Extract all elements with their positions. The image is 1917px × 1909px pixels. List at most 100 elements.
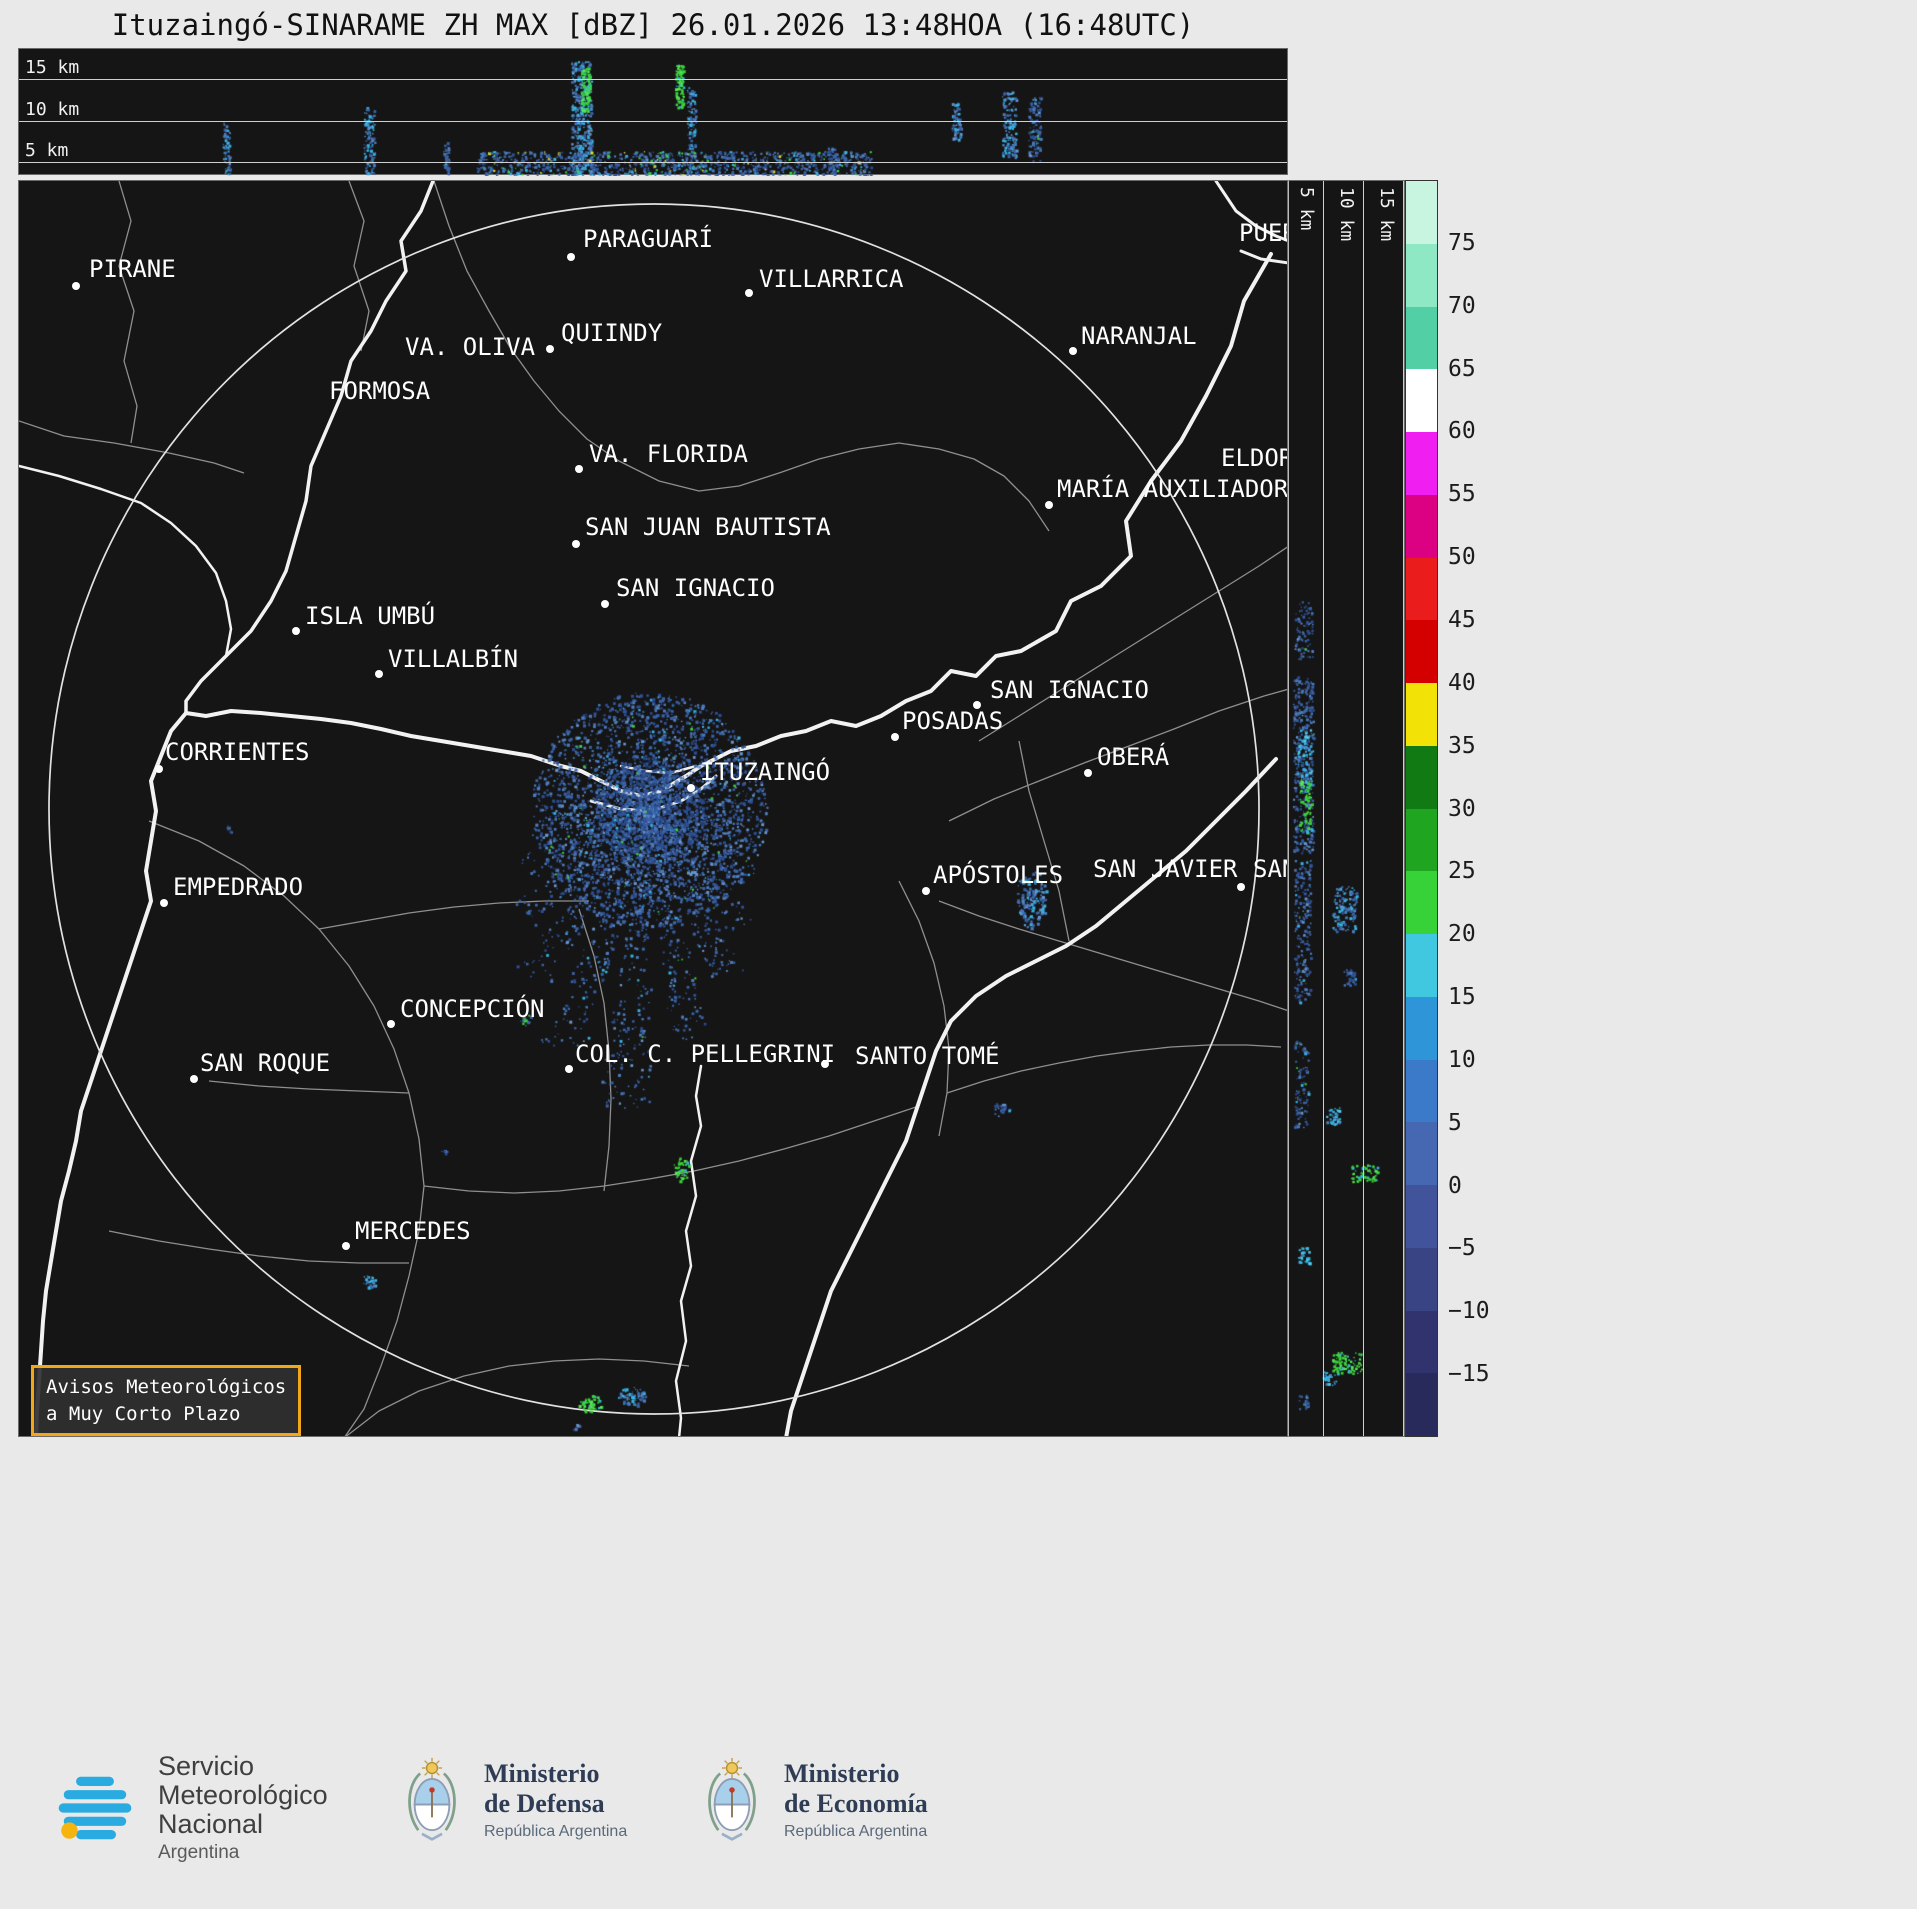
cross-section-right-echoes bbox=[1289, 181, 1406, 1438]
city-marker bbox=[567, 253, 575, 261]
warning-notice-box: Avisos Meteorológicos a Muy Corto Plazo bbox=[31, 1365, 302, 1436]
city-marker bbox=[160, 899, 168, 907]
city-marker bbox=[922, 887, 930, 895]
height-label-10km: 10 km bbox=[25, 99, 80, 120]
city-marker bbox=[973, 701, 981, 709]
height-line-5km-v bbox=[1323, 181, 1324, 1436]
height-label-5km-v: 5 km bbox=[1296, 187, 1317, 231]
city-label: ISLA UMBÚ bbox=[305, 602, 436, 630]
smn-line-3: Nacional bbox=[158, 1809, 264, 1840]
city-label: SAN IGNACIO bbox=[616, 574, 775, 602]
city-marker bbox=[546, 345, 554, 353]
city-marker bbox=[572, 540, 580, 548]
colorbar-segment bbox=[1406, 996, 1437, 1060]
city-label: ITUZAINGÓ bbox=[700, 758, 831, 786]
colorbar-segment bbox=[1406, 181, 1437, 244]
city-label: MARÍA AUXILIADORA bbox=[1057, 475, 1288, 503]
cross-section-top-echoes bbox=[19, 49, 1289, 176]
city-marker bbox=[821, 1060, 829, 1068]
city-label: EMPEDRADO bbox=[173, 873, 304, 901]
city-label: POSADAS bbox=[902, 707, 1004, 735]
radar-map-panel: PIRANE PARAGUARÍ VILLARRICA QUIINDY VA. OLIV… bbox=[18, 180, 1288, 1437]
city-marker bbox=[375, 670, 383, 678]
colorbar-tick-label: 45 bbox=[1448, 606, 1476, 633]
economia-logo-group: Ministerio de Economía República Argenti… bbox=[700, 1748, 928, 1852]
colorbar-tick-label: 65 bbox=[1448, 355, 1476, 382]
city-marker bbox=[292, 627, 300, 635]
smn-logo-icon bbox=[58, 1776, 132, 1840]
economia-subtitle: República Argentina bbox=[784, 1822, 928, 1840]
economia-line-2: de Economía bbox=[784, 1788, 928, 1818]
colorbar-tick-label: 20 bbox=[1448, 921, 1476, 948]
city-label: SAN JAVIER bbox=[1093, 855, 1238, 883]
height-label-15km: 15 km bbox=[25, 57, 80, 78]
colorbar-tick-label: 75 bbox=[1448, 229, 1476, 256]
city-marker bbox=[565, 1065, 573, 1073]
economia-line-1: Ministerio bbox=[784, 1759, 900, 1789]
colorbar-tick-label: 15 bbox=[1448, 984, 1476, 1011]
colorbar-tick-label: −15 bbox=[1448, 1361, 1490, 1388]
notice-line-2: a Muy Corto Plazo bbox=[46, 1402, 241, 1425]
smn-line-1: Servicio bbox=[158, 1751, 255, 1781]
notice-line-1: Avisos Meteorológicos bbox=[46, 1376, 287, 1398]
city-marker bbox=[1045, 501, 1053, 509]
radar-echoes bbox=[19, 181, 1287, 1436]
city-label: ELDORADO bbox=[1221, 444, 1287, 472]
smn-line-2: Meteorológico bbox=[158, 1780, 328, 1811]
coat-of-arms-icon bbox=[708, 1757, 756, 1841]
dbz-colorbar: 75 70 65 60 55 50 45 40 35 30 25 20 15 10 5 0 −5 −10 −15 bbox=[1405, 180, 1490, 1437]
defensa-logo-group: Ministerio de Defensa República Argentin… bbox=[400, 1748, 627, 1852]
colorbar-tick-label: 50 bbox=[1448, 544, 1476, 571]
city-marker bbox=[190, 1075, 198, 1083]
smn-logo-group: Servicio Meteorológico Nacional Argentin… bbox=[52, 1751, 328, 1864]
colorbar-segments bbox=[1406, 181, 1437, 1436]
colorbar-tick-label: 70 bbox=[1448, 292, 1476, 319]
colorbar-tick-label: 60 bbox=[1448, 418, 1476, 445]
height-label-10km-v: 10 km bbox=[1336, 187, 1357, 242]
city-marker bbox=[155, 765, 163, 773]
colorbar-segment bbox=[1406, 369, 1437, 432]
smn-line-4: Argentina bbox=[158, 1842, 240, 1864]
city-marker bbox=[1237, 883, 1245, 891]
city-marker bbox=[342, 1242, 350, 1250]
city-label: FORMOSA bbox=[329, 377, 431, 405]
colorbar-tick-label: 10 bbox=[1448, 1046, 1476, 1073]
height-label-15km-v: 15 km bbox=[1376, 187, 1397, 242]
city-label: PIRANE bbox=[89, 255, 176, 283]
colorbar-segment bbox=[1406, 1373, 1437, 1436]
city-labels-layer: PIRANE PARAGUARÍ VILLARRICA QUIINDY VA. OLIV… bbox=[19, 181, 1287, 1436]
colorbar-segment bbox=[1406, 432, 1437, 495]
city-label: PARAGUARÍ bbox=[583, 225, 714, 253]
city-label: MERCEDES bbox=[355, 1217, 471, 1245]
city-label: OBERÁ bbox=[1097, 743, 1170, 771]
colorbar-segment bbox=[1406, 808, 1437, 872]
colorbar-segment bbox=[1406, 1059, 1437, 1123]
city-label: CONCEPCIÓN bbox=[400, 995, 545, 1023]
colorbar-tick-label: 55 bbox=[1448, 481, 1476, 508]
colorbar-segment bbox=[1406, 871, 1437, 934]
city-marker bbox=[387, 1020, 395, 1028]
city-marker bbox=[891, 733, 899, 741]
smn-sun-dot bbox=[61, 1822, 78, 1839]
colorbar-tick-label: 40 bbox=[1448, 669, 1476, 696]
coat-of-arms-icon bbox=[408, 1757, 456, 1841]
colorbar-segment bbox=[1406, 745, 1437, 809]
city-label: VILLALBÍN bbox=[388, 645, 519, 673]
height-line-10km bbox=[19, 121, 1287, 122]
city-marker bbox=[687, 784, 695, 792]
colorbar-segment bbox=[1406, 934, 1437, 997]
colorbar-tick-label: 5 bbox=[1448, 1109, 1462, 1136]
city-label: SAN ROQUE bbox=[200, 1049, 331, 1077]
colorbar-labels: 75 70 65 60 55 50 45 40 35 30 25 20 15 10 5 0 −5 −10 −15 bbox=[1448, 181, 1528, 1436]
city-label: NARANJAL bbox=[1081, 322, 1197, 350]
city-marker bbox=[575, 465, 583, 473]
height-label-5km: 5 km bbox=[25, 140, 69, 161]
city-label: QUIINDY bbox=[561, 319, 663, 347]
defensa-subtitle: República Argentina bbox=[484, 1822, 628, 1840]
cross-section-right-panel: 5 km 10 km 15 km bbox=[1288, 180, 1406, 1438]
city-marker bbox=[1069, 347, 1077, 355]
city-label: COL. C. PELLEGRINI bbox=[575, 1040, 836, 1068]
height-line-10km-v bbox=[1363, 181, 1364, 1436]
colorbar-segment bbox=[1406, 1122, 1437, 1185]
defensa-line-2: de Defensa bbox=[484, 1788, 605, 1818]
